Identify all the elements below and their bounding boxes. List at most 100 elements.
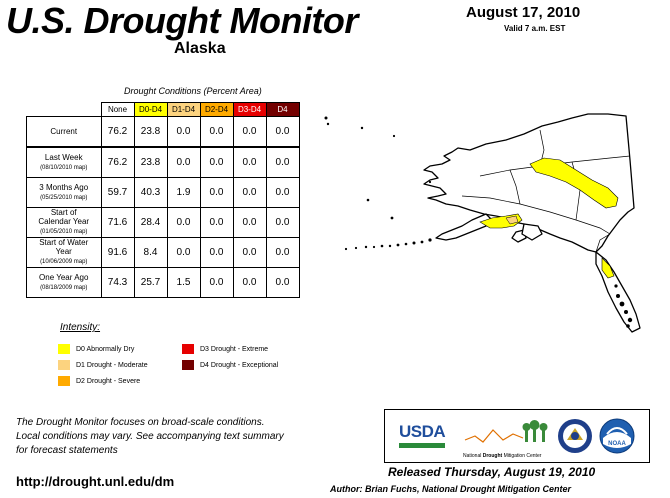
table-cell: 23.8: [133, 146, 168, 178]
row-sublabel: (08/10/2010 map): [40, 164, 88, 171]
table-cell: 0.0: [265, 116, 300, 148]
sponsor-logos: USDA National Drought Mitigation Center …: [384, 409, 650, 463]
table-cell: 0.0: [265, 177, 300, 208]
drought-conditions-table: None D0-D4 D1-D4 D2-D4 D3-D4 D4 Current …: [26, 102, 300, 298]
table-cell: 23.8: [133, 116, 168, 148]
legend-item-d3: D3 Drought - Extreme: [182, 344, 268, 354]
region-title: Alaska: [174, 40, 226, 57]
note-line: The Drought Monitor focuses on broad-sca…: [16, 417, 265, 428]
table-cell: 0.0: [166, 207, 201, 238]
col-header-d0-d4: D0-D4: [133, 102, 168, 117]
col-header-none: None: [100, 102, 135, 117]
legend-label: D4 Drought - Exceptional: [200, 361, 279, 369]
row-label: Start of Water Year (10/06/2009 map): [26, 237, 102, 268]
legend-swatch: [182, 344, 194, 354]
note-line: for forecast statements: [16, 445, 118, 456]
table-cell: 0.0: [166, 237, 201, 268]
table-row-one-year-ago: One Year Ago (08/18/2009 map) 74.3 25.7 1…: [26, 267, 300, 298]
ndmc-logo-suffix: Mitigation Center: [503, 453, 542, 459]
page-title: U.S. Drought Monitor: [6, 0, 358, 41]
valid-time: Valid 7 a.m. EST: [504, 24, 566, 33]
table-row-start-water-year: Start of Water Year (10/06/2009 map) 91.6…: [26, 237, 300, 268]
legend-swatch: [58, 376, 70, 386]
legend-label: D0 Abnormally Dry: [76, 345, 135, 353]
col-header-d4: D4: [265, 102, 300, 117]
table-cell: 59.7: [100, 177, 135, 208]
row-label: Start of Calendar Year (01/05/2010 map): [26, 207, 102, 238]
alaska-drought-map: [324, 113, 641, 333]
table-cell: 0.0: [199, 267, 234, 298]
table-cell: 71.6: [100, 207, 135, 238]
row-label: One Year Ago (08/18/2009 map): [26, 267, 102, 298]
author-credit: Author: Brian Fuchs, National Drought Mi…: [330, 484, 571, 494]
table-cell: 0.0: [232, 267, 267, 298]
d1-southcentral-area: [505, 215, 519, 225]
row-label-text: Start of Calendar Year: [38, 208, 90, 226]
table-cell: 8.4: [133, 237, 168, 268]
legend-label: D1 Drought - Moderate: [76, 361, 148, 369]
legend-swatch: [58, 360, 70, 370]
table-cell: 0.0: [166, 116, 201, 148]
row-label-text: Current: [50, 127, 78, 136]
map-date: August 17, 2010: [466, 4, 581, 21]
row-label-text: One Year Ago: [39, 272, 89, 282]
ndmc-logo: National Drought Mitigation Center: [463, 418, 559, 459]
table-cell: 0.0: [166, 146, 201, 178]
legend-title: Intensity:: [60, 322, 101, 333]
legend-swatch: [182, 360, 194, 370]
table-cell: 25.7: [133, 267, 168, 298]
row-label-text: Last Week: [44, 152, 83, 162]
legend-label: D3 Drought - Extreme: [200, 345, 269, 353]
ndmc-graphic: [464, 420, 548, 443]
table-cell: 0.0: [199, 237, 234, 268]
noaa-logo-text: NOAA: [608, 441, 626, 447]
ndmc-logo-text: National Drought Mitigation Center: [463, 453, 559, 459]
table-header-row: None D0-D4 D1-D4 D2-D4 D3-D4 D4: [27, 102, 300, 117]
table-corner: [27, 103, 102, 117]
row-sublabel: (08/18/2009 map): [40, 284, 88, 291]
legend-item-d4: D4 Drought - Exceptional: [182, 360, 278, 370]
row-label-text: 3 Months Ago: [39, 182, 89, 192]
ndmc-logo-emph: Drought: [482, 453, 503, 459]
table-cell: 0.0: [199, 177, 234, 208]
table-cell: 1.5: [166, 267, 201, 298]
kenai-peninsula: [521, 223, 543, 241]
table-cell: 76.2: [100, 116, 135, 148]
table-cell: 0.0: [232, 177, 267, 208]
table-cell: 76.2: [100, 146, 135, 178]
row-sublabel: (01/05/2010 map): [40, 229, 88, 235]
row-sublabel: (10/06/2009 map): [40, 259, 88, 265]
release-date: Released Thursday, August 19, 2010: [388, 465, 596, 479]
table-caption: Drought Conditions (Percent Area): [124, 86, 262, 96]
note-line: Local conditions may vary. See accompany…: [16, 431, 284, 442]
usda-logo-text: USDA: [399, 422, 446, 441]
table-cell: 0.0: [232, 237, 267, 268]
col-header-d1-d4: D1-D4: [166, 102, 201, 117]
table-cell: 91.6: [100, 237, 135, 268]
table-row-3-months-ago: 3 Months Ago (05/25/2010 map) 59.7 40.3 1…: [26, 177, 300, 208]
table-cell: 0.0: [232, 146, 267, 178]
table-cell: 40.3: [133, 177, 168, 208]
table-cell: 0.0: [265, 207, 300, 238]
alaska-peninsula: [435, 213, 493, 241]
table-cell: 0.0: [199, 146, 234, 178]
table-row-last-week: Last Week (08/10/2010 map) 76.2 23.8 0.0 …: [26, 146, 300, 178]
usda-logo: USDA: [399, 422, 446, 448]
table-cell: 0.0: [265, 267, 300, 298]
disclaimer-note: The Drought Monitor focuses on broad-sca…: [16, 416, 346, 458]
table-cell: 1.9: [166, 177, 201, 208]
table-cell: 0.0: [199, 116, 234, 148]
noaa-logo-icon: NOAA: [599, 418, 635, 454]
row-label: Current: [26, 116, 102, 148]
row-label-text: Start of Water Year: [39, 238, 89, 256]
website-link[interactable]: http://drought.unl.edu/dm: [16, 474, 175, 489]
row-label: 3 Months Ago (05/25/2010 map): [26, 177, 102, 208]
col-header-d2-d4: D2-D4: [199, 102, 234, 117]
table-cell: 0.0: [265, 237, 300, 268]
usda-logo-stripe: [399, 443, 445, 448]
row-sublabel: (05/25/2010 map): [40, 194, 88, 201]
commerce-seal-icon: [558, 419, 592, 453]
d0-interior-area: [529, 157, 619, 209]
legend-item-d0: D0 Abnormally Dry: [58, 344, 134, 354]
table-cell: 0.0: [265, 146, 300, 178]
